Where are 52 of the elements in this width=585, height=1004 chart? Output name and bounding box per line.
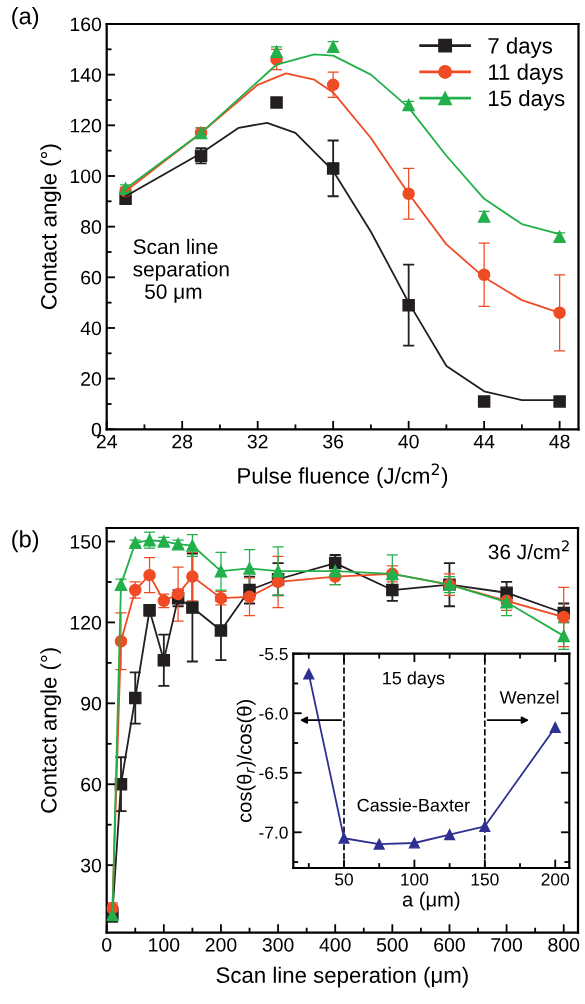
x-tick-label: 100	[149, 937, 180, 952]
x-axis-title: Pulse fluence (J/cm$^{2}$)	[238, 463, 448, 489]
y-tick-label: -5.5	[259, 648, 288, 661]
y-axis-title: Contact angle (°)	[40, 144, 62, 310]
x-tick-label: 300	[262, 937, 294, 952]
x-tick-label: 44	[473, 434, 495, 449]
y-tick-label: 160	[70, 17, 102, 32]
text: (b)	[12, 530, 39, 553]
annotation: Scan line separation 50 μm	[133, 238, 229, 303]
x-axis-title: Scan line seperation (μm)	[216, 966, 468, 988]
x-tick-label: 40	[398, 434, 419, 449]
y-tick-label: 120	[70, 118, 102, 133]
x-axis-title: a (μm)	[402, 891, 460, 911]
x-tick-label: 100	[401, 873, 429, 886]
y-tick-label: 60	[81, 270, 102, 285]
x-tick-label: 500	[376, 937, 408, 952]
x-tick-label: 800	[548, 937, 580, 952]
x-tick-label: 48	[549, 434, 570, 449]
y-tick-label: 120	[70, 615, 102, 630]
x-tick-label: 36	[323, 434, 344, 449]
x-tick-label: 200	[541, 873, 570, 886]
y-axis-title: Contact angle (°)	[40, 648, 62, 813]
x-tick-label: 700	[491, 937, 523, 952]
y-tick-label: 30	[80, 858, 102, 873]
y-tick-label: 20	[81, 372, 102, 386]
y-tick-label: -6.5	[259, 766, 288, 780]
legend-label: 11 days	[489, 63, 563, 85]
x-tick-label: 150	[471, 873, 499, 886]
annotation: Wenzel	[499, 690, 559, 704]
y-axis-title: cos(θ$_{r}$)/cos(θ)	[236, 700, 256, 823]
annotation: Cassie-Baxter	[357, 798, 470, 812]
x-tick-label: 32	[247, 434, 268, 449]
x-tick-label: 50	[335, 873, 353, 886]
y-tick-label: 40	[80, 321, 102, 336]
annotation: 15 days	[383, 671, 445, 689]
y-tick-label: 60	[81, 777, 102, 792]
x-tick-label: 28	[172, 434, 193, 449]
text: (a)	[12, 7, 39, 30]
y-tick-label: -6.0	[259, 707, 288, 720]
x-tick-label: 0	[102, 937, 112, 952]
y-tick-label: 140	[70, 68, 102, 82]
y-tick-label: 90	[81, 696, 102, 711]
x-tick-label: 400	[319, 937, 351, 952]
legend-label: 7 days	[488, 37, 553, 59]
y-tick-label: 80	[81, 220, 102, 234]
annotation: 36 J/cm$^{2}$	[488, 540, 569, 560]
y-tick-label: 100	[70, 169, 102, 184]
x-tick-label: 200	[205, 937, 237, 952]
legend-label: 15 days	[489, 89, 565, 111]
y-tick-label: -7.0	[259, 826, 288, 839]
x-tick-label: 600	[434, 937, 465, 952]
y-tick-label: 150	[70, 534, 102, 549]
